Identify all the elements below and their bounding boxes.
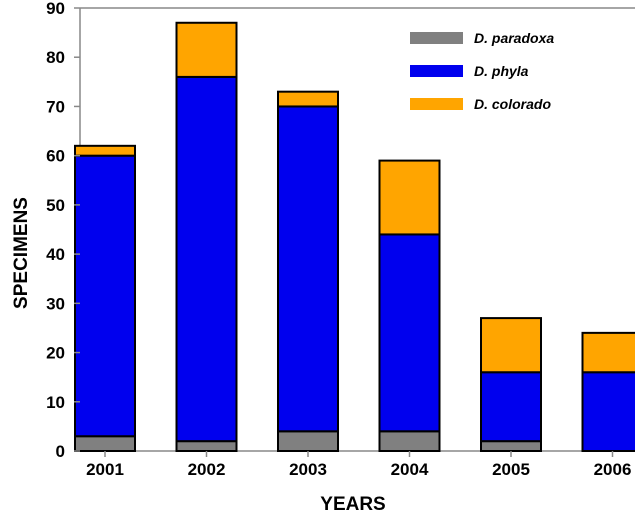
bars-group <box>74 21 635 453</box>
bar-segment <box>277 430 339 452</box>
legend-swatch <box>410 98 463 110</box>
y-axis-title: SPECIMENS <box>11 197 32 309</box>
y-axis: 0 10 20 30 40 50 60 70 80 90 <box>46 0 80 461</box>
legend-swatch <box>410 65 463 77</box>
y-tick-label: 90 <box>46 0 65 18</box>
bar-segment <box>175 21 238 78</box>
x-tick-label: 2001 <box>86 460 124 479</box>
legend: D. paradoxa D. phyla D. colorado <box>410 30 554 112</box>
legend-label: D. phyla <box>474 63 529 79</box>
y-tick-label: 40 <box>46 245 65 264</box>
y-tick-label: 60 <box>46 147 65 166</box>
bar-segment <box>378 430 441 452</box>
legend-label: D. paradoxa <box>474 30 554 46</box>
y-tick-label: 10 <box>46 393 65 412</box>
bar-segment <box>74 144 136 157</box>
y-tick-label: 20 <box>46 344 65 363</box>
legend-label: D. colorado <box>474 96 551 112</box>
bar-segment <box>175 75 238 443</box>
bar-segment <box>480 317 542 374</box>
bar-segment <box>277 90 339 108</box>
y-tick-label: 70 <box>46 97 65 116</box>
bar-segment <box>378 233 441 433</box>
legend-swatch <box>410 32 463 44</box>
bar-segment <box>175 440 238 452</box>
x-tick-label: 2002 <box>188 460 226 479</box>
y-tick-label: 30 <box>46 294 65 313</box>
bar-segment <box>378 159 441 236</box>
y-tick-label: 0 <box>56 442 65 461</box>
bar-segment <box>480 371 542 443</box>
bar-segment <box>581 371 635 452</box>
bar-segment <box>277 105 339 433</box>
x-tick-label: 2005 <box>492 460 530 479</box>
y-tick-label: 80 <box>46 48 65 67</box>
y-tick-label: 50 <box>46 196 65 215</box>
x-axis: 2001 2002 2003 2004 2005 2006 <box>86 451 631 479</box>
x-tick-label: 2003 <box>289 460 327 479</box>
bar-segment <box>74 435 136 453</box>
x-tick-label: 2006 <box>594 460 632 479</box>
x-tick-label: 2004 <box>391 460 429 479</box>
bar-segment <box>581 331 635 374</box>
bar-segment <box>480 440 542 452</box>
x-axis-title: YEARS <box>320 494 385 515</box>
plot-frame <box>79 7 635 452</box>
bar-segment <box>74 154 136 438</box>
